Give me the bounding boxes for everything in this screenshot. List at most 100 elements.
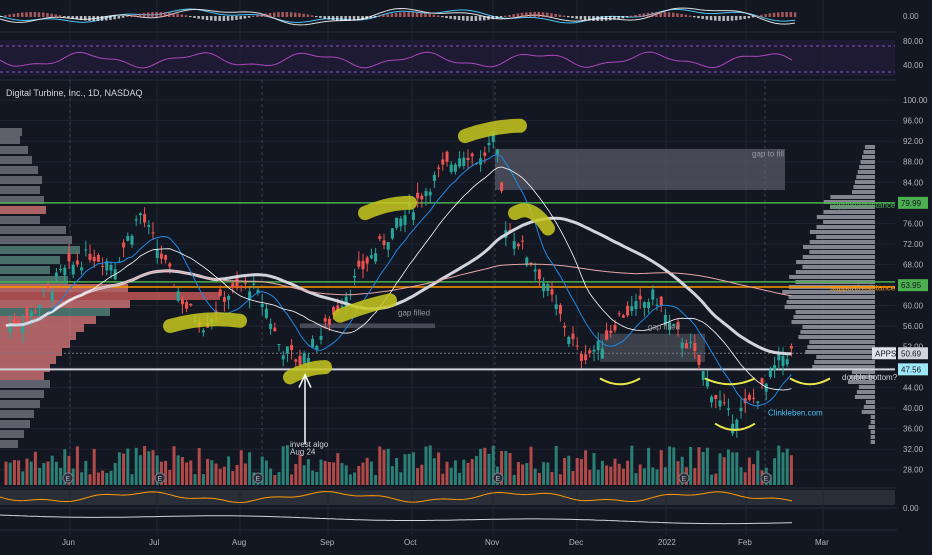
volume-bar <box>84 460 88 485</box>
top-osc-histogram <box>4 15 7 17</box>
candle-body <box>554 304 558 309</box>
candle-body <box>126 235 130 241</box>
volume-bar <box>285 445 289 485</box>
volume-profile-right-bar <box>786 300 875 304</box>
candle-body <box>609 330 613 334</box>
volume-profile-bar <box>0 356 56 364</box>
volume-bar <box>290 474 294 485</box>
top-osc-histogram <box>126 15 129 17</box>
volume-profile-right-bar <box>863 150 875 154</box>
volume-bar <box>294 463 298 485</box>
top-osc-histogram <box>541 12 545 17</box>
candle-body <box>655 304 659 306</box>
x-axis-tick-label: Feb <box>738 538 752 547</box>
top-osc-histogram <box>651 12 654 17</box>
volume-bar <box>113 462 117 485</box>
chart-annotation: double bottom? <box>842 373 898 382</box>
top-osc-histogram <box>709 16 713 21</box>
volume-bar <box>67 455 71 485</box>
volume-bar <box>277 472 281 485</box>
candle-body <box>684 343 688 349</box>
candle-body <box>626 305 630 316</box>
top-osc-histogram <box>277 12 280 17</box>
candle-body <box>756 401 760 404</box>
candle-body <box>176 291 180 301</box>
top-osc-histogram <box>512 14 515 17</box>
candle-body <box>269 323 273 330</box>
volume-profile-bar <box>0 276 68 284</box>
candle-body <box>403 215 407 225</box>
volume-bar <box>222 466 226 485</box>
volume-profile-bar <box>0 226 66 234</box>
top-osc-histogram <box>348 16 352 21</box>
top-osc-histogram <box>197 16 200 19</box>
top-osc-histogram <box>751 16 755 18</box>
top-osc-histogram <box>67 16 70 18</box>
top-osc-histogram <box>621 16 625 19</box>
volume-profile-right-bar <box>856 390 875 394</box>
top-osc-histogram <box>441 16 444 18</box>
volume-profile-right-bar <box>854 395 875 399</box>
volume-profile-bar <box>0 284 128 292</box>
candle-body <box>659 296 663 306</box>
earnings-marker-label: E <box>496 476 501 483</box>
earnings-marker-icon <box>678 472 690 484</box>
candle-body <box>424 190 428 197</box>
candle-body <box>588 350 592 353</box>
candle-body <box>92 256 96 262</box>
candle-body <box>449 164 453 172</box>
top-osc-histogram <box>352 16 356 21</box>
volume-bar <box>80 472 84 485</box>
top-osc-histogram <box>747 16 751 19</box>
top-osc-histogram <box>306 14 310 17</box>
top-osc-histogram <box>625 16 629 18</box>
volume-profile-bar <box>0 440 18 448</box>
candle-body <box>248 291 252 299</box>
price-tag <box>898 363 928 376</box>
candle-body <box>605 330 609 340</box>
top-osc-histogram <box>239 16 242 20</box>
volume-bar <box>260 456 264 485</box>
top-osc-histogram <box>344 16 347 21</box>
volume-bar <box>168 469 172 485</box>
highlighter-mark <box>283 360 332 385</box>
volume-profile-right-bar <box>795 270 875 274</box>
volume-bar <box>323 461 327 485</box>
volume-bar <box>315 471 319 485</box>
candle-body <box>529 262 533 265</box>
y-axis-tick-label: 44.00 <box>903 384 924 393</box>
top-osc-histogram <box>357 16 360 21</box>
earnings-marker-icon <box>760 472 772 484</box>
candle-body <box>453 164 457 172</box>
volume-bar <box>63 449 67 485</box>
candle-body <box>411 212 415 220</box>
volume-bar <box>504 450 508 485</box>
price-tag-label: 63.95 <box>901 281 922 290</box>
top-osc-histogram <box>529 12 532 17</box>
volume-profile-bar <box>0 206 46 214</box>
volume-bar <box>180 457 184 485</box>
volume-bar <box>747 457 751 485</box>
volume-bar <box>59 467 63 485</box>
volume-profile-bar <box>0 410 34 418</box>
top-osc-histogram <box>37 12 41 17</box>
candle-body <box>382 240 386 245</box>
top-osc-histogram <box>474 16 478 21</box>
volume-profile-right-bar <box>861 410 875 414</box>
top-osc-histogram <box>142 12 146 17</box>
top-osc-histogram <box>726 16 730 21</box>
candle-body <box>340 306 344 308</box>
candle-body <box>231 283 235 288</box>
volume-profile-right-bar <box>803 245 875 249</box>
candle-body <box>59 269 63 271</box>
top-osc-histogram <box>256 15 259 17</box>
volume-profile-bar <box>0 372 44 380</box>
candle-body <box>647 301 651 309</box>
volume-bar <box>21 471 25 485</box>
volume-bar <box>483 447 487 485</box>
top-osc-histogram <box>525 12 528 17</box>
volume-profile-bar <box>0 176 42 184</box>
gap-filled-box <box>600 333 705 362</box>
